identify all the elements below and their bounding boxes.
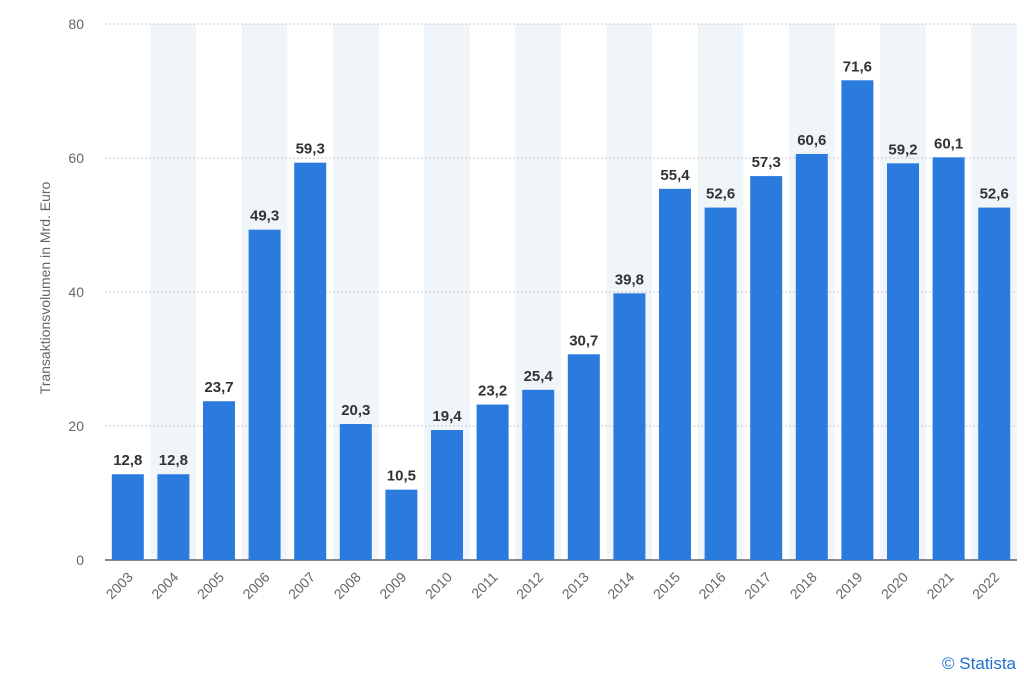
bar[interactable]: [157, 474, 190, 560]
bar-value-label: 60,1: [934, 135, 963, 152]
bar-value-label: 59,2: [888, 141, 917, 158]
bar-value-label: 12,8: [113, 452, 142, 469]
x-tick-label: 2011: [468, 569, 501, 602]
x-tick-label: 2019: [832, 569, 865, 602]
bar[interactable]: [431, 430, 463, 560]
bar-value-label: 39,8: [615, 271, 644, 288]
bars: [111, 80, 1011, 561]
bar[interactable]: [111, 474, 144, 560]
bar[interactable]: [887, 163, 919, 561]
bar[interactable]: [522, 389, 555, 560]
bar-value-label: 23,7: [204, 379, 233, 396]
y-tick-label: 40: [68, 284, 84, 300]
bar-value-label: 25,4: [524, 368, 554, 385]
bar[interactable]: [704, 207, 737, 560]
bar[interactable]: [613, 293, 646, 560]
y-tick-label: 20: [68, 418, 84, 434]
bar[interactable]: [476, 404, 509, 560]
bar-value-label: 55,4: [660, 167, 690, 184]
x-tick-label: 2013: [559, 569, 592, 602]
x-tick-label: 2016: [695, 569, 728, 602]
x-tick-label: 2009: [376, 569, 409, 602]
x-tick-label: 2017: [741, 569, 774, 602]
bar-value-label: 59,3: [296, 141, 325, 158]
bar[interactable]: [248, 229, 281, 560]
bar[interactable]: [339, 423, 372, 560]
x-tick-label: 2010: [422, 569, 455, 602]
bar[interactable]: [294, 162, 327, 560]
x-tick-label: 2015: [650, 569, 683, 602]
x-tick-label: 2004: [148, 569, 181, 602]
bar-value-label: 52,6: [706, 186, 735, 203]
y-tick-label: 60: [68, 150, 84, 166]
y-axis-ticks: 0 20 40 60 80: [68, 16, 84, 568]
y-tick-label: 0: [76, 552, 84, 568]
bar[interactable]: [567, 354, 600, 560]
bar[interactable]: [795, 153, 828, 561]
bar-value-label: 60,6: [797, 132, 826, 149]
bar[interactable]: [203, 401, 235, 560]
bar[interactable]: [932, 157, 965, 560]
x-tick-label: 2022: [969, 569, 1002, 602]
bar-value-label: 23,2: [478, 383, 507, 400]
bar-value-label: 49,3: [250, 208, 279, 225]
x-tick-label: 2006: [239, 569, 272, 602]
value-labels: 12,8 12,8 23,7 49,3 59,3 20,3 10,5 19,4 23,2 25,4…: [113, 58, 1009, 484]
bar-value-label: 19,4: [432, 408, 462, 425]
x-tick-label: 2008: [331, 569, 364, 602]
bar-value-label: 10,5: [387, 468, 416, 485]
x-tick-label: 2020: [878, 569, 911, 602]
bar[interactable]: [659, 188, 691, 560]
bar-value-label: 20,3: [341, 402, 370, 419]
y-axis-title: Transaktionsvolumen in Mrd. Euro: [37, 181, 53, 394]
bar-value-label: 57,3: [752, 154, 781, 171]
bar[interactable]: [841, 80, 874, 560]
bar-value-label: 52,6: [980, 186, 1009, 203]
x-tick-label: 2012: [513, 569, 546, 602]
x-tick-label: 2003: [103, 569, 136, 602]
y-tick-label: 80: [68, 16, 84, 32]
bar[interactable]: [978, 207, 1011, 560]
x-tick-label: 2018: [787, 569, 820, 602]
bar-value-label: 30,7: [569, 332, 598, 349]
bar-value-label: 12,8: [159, 452, 188, 469]
x-axis-ticks: 2003 2004 2005 2006 2007 2008 2009 2010 2011 2012…: [103, 569, 1003, 602]
x-tick-label: 2005: [194, 569, 227, 602]
x-tick-label: 2014: [604, 569, 637, 602]
x-tick-label: 2007: [285, 569, 318, 602]
x-tick-label: 2021: [923, 569, 956, 602]
bar[interactable]: [750, 176, 783, 560]
bar-value-label: 71,6: [843, 58, 872, 75]
bar[interactable]: [385, 489, 418, 560]
statista-credit[interactable]: © Statista: [942, 654, 1016, 673]
